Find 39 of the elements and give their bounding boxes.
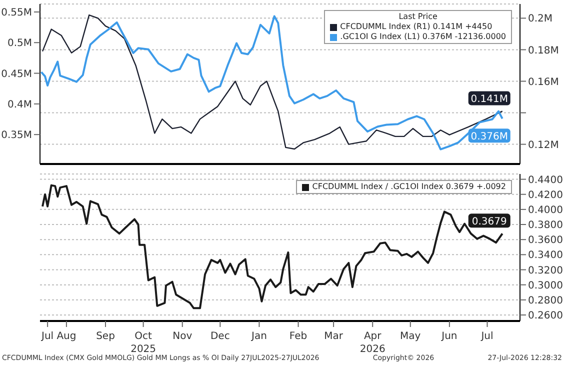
y2-tick-label: 0.12M xyxy=(528,140,559,151)
x-tick-label: Nov xyxy=(172,331,192,342)
legend-label: .GC1OI G Index (L1) 0.376M -12136.0000 xyxy=(340,32,506,42)
x-tick-label: Jul xyxy=(480,331,494,342)
x-tick-label: Jul xyxy=(40,331,54,342)
x-tick-label: Mar xyxy=(324,331,344,342)
x-tick-label: Jun xyxy=(440,331,458,342)
x-tick-label: Dec xyxy=(210,331,230,342)
y-tick-label: 0.45M xyxy=(1,68,32,80)
x-tick-label: Jan xyxy=(250,331,267,342)
y-tick-label: 0.3600 xyxy=(528,235,563,246)
y-tick-label: 0.4400 xyxy=(528,174,563,186)
y2-tick-label: 0.16M xyxy=(528,76,559,88)
y-tick-label: 0.3200 xyxy=(528,265,563,276)
legend-title: Last Price xyxy=(398,12,438,22)
x-tick-label: Sep xyxy=(96,331,115,342)
legend-label: CFCDUMML Index (R1) 0.141M +4450 xyxy=(340,22,492,32)
y-tick-label: 0.4000 xyxy=(528,204,563,216)
y-tick-label: 0.2600 xyxy=(528,310,563,322)
y-tick-label: 0.3400 xyxy=(528,250,563,262)
y-tick-label: 0.4M xyxy=(7,99,32,110)
data-label: 0.141M xyxy=(470,94,508,106)
data-label: 0.376M xyxy=(470,132,508,143)
y-tick-label: 0.4200 xyxy=(528,190,563,201)
x-tick-label: Oct 2025 xyxy=(130,331,156,355)
y-tick-label: 0.3000 xyxy=(528,280,563,292)
y2-tick-label: 0.18M xyxy=(528,45,559,56)
y-tick-label: 0.5M xyxy=(7,38,32,50)
y-tick-label: 0.3800 xyxy=(528,220,563,232)
y-tick-label: 0.55M xyxy=(1,8,32,19)
data-label: 0.3679 xyxy=(472,216,507,228)
legend-label: CFCDUMML Index / .GC1OI Index 0.3679 +.0092 xyxy=(312,182,506,192)
y2-tick-label: 0.2M xyxy=(528,14,553,25)
x-tick-label: May xyxy=(400,331,421,342)
x-tick-label: Apr 2026 xyxy=(360,331,386,355)
x-tick-label: Aug xyxy=(56,331,76,342)
y-tick-label: 0.2800 xyxy=(528,295,563,306)
y-tick-label: 0.35M xyxy=(1,130,32,142)
x-tick-label: Feb xyxy=(289,331,308,342)
